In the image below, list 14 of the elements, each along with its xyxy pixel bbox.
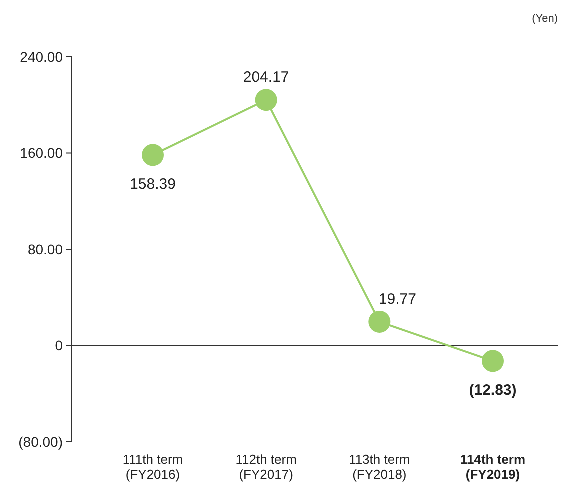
x-tick-label: 112th term (FY2017): [236, 452, 297, 482]
y-axis-title: (Yen): [532, 13, 558, 25]
data-label: 19.77: [378, 290, 416, 308]
x-tick-label: 113th term (FY2018): [349, 452, 410, 482]
x-tick-label: 111th term (FY2016): [122, 452, 184, 482]
data-label: 204.17: [243, 69, 290, 86]
y-tick-label: (80.00): [18, 434, 63, 450]
y-tick-label: 160.00: [20, 145, 64, 162]
y-tick-label: 240.00: [20, 48, 64, 65]
y-tick-label: 0: [55, 338, 64, 354]
y-tick-label: 80.00: [28, 241, 64, 258]
data-label: (12.83): [469, 382, 517, 400]
data-label: 158.39: [130, 176, 176, 194]
x-tick-label: 114th term (FY2019): [460, 452, 526, 482]
